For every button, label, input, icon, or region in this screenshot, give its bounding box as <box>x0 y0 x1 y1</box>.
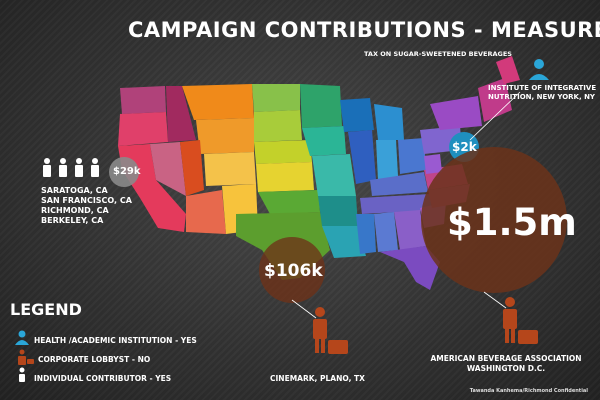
academic-person-icon <box>529 59 549 80</box>
legend-academic-icon <box>15 330 29 345</box>
state-nevada <box>150 142 186 196</box>
bubble-ny-label: $2k <box>452 140 477 154</box>
ca-city: SARATOGA, CA <box>41 186 108 195</box>
state-michigan <box>374 104 404 140</box>
ca-city: BERKELEY, CA <box>41 216 104 225</box>
legend-item-lobbyist: CORPORATE LOBBYST - NO <box>38 355 150 364</box>
state-south-dakota <box>254 110 302 142</box>
state-wyoming <box>196 118 254 154</box>
state-new-england <box>478 78 512 122</box>
legend-title: LEGEND <box>10 300 82 319</box>
state-florida <box>380 246 440 290</box>
state-colorado <box>204 152 256 186</box>
page-title: CAMPAIGN CONTRIBUTIONS - MEASURE N <box>128 18 600 42</box>
dc-org-line: AMERICAN BEVERAGE ASSOCIATION <box>430 354 582 363</box>
bubble-tx-label: $106k <box>264 261 323 281</box>
individual-contributors-icon <box>43 158 99 177</box>
state-kentucky <box>370 172 428 196</box>
dc-org-label: AMERICAN BEVERAGE ASSOCIATION WASHINGTON… <box>426 354 586 374</box>
state-georgia <box>394 210 426 250</box>
state-iowa <box>302 126 346 156</box>
legend-item-label: CORPORATE LOBBYST - NO <box>38 355 151 364</box>
state-idaho <box>166 86 196 142</box>
legend-individual-icon <box>19 367 25 382</box>
ca-cities-list: SARATOGA, CA SAN FRANCISCO, CA RICHMOND,… <box>41 186 132 226</box>
state-nebraska <box>254 140 312 164</box>
legend-item-individual: INDIVIDUAL CONTRIBUTOR - YES <box>34 374 171 383</box>
bubble-dc <box>421 147 567 293</box>
ny-org-label: INSTITUTE OF INTEGRATIVE NUTRITION, NEW … <box>488 84 596 102</box>
state-utah <box>180 140 204 196</box>
legend-lobbyist-icon <box>18 349 34 365</box>
state-washington <box>120 86 166 114</box>
state-new-york <box>430 96 482 130</box>
ca-city: SAN FRANCISCO, CA <box>41 196 132 205</box>
state-louisiana <box>322 226 366 258</box>
connector-ny <box>469 91 521 141</box>
state-missouri <box>312 154 356 196</box>
state-oregon <box>118 112 168 146</box>
connector-dc <box>483 291 507 309</box>
state-west-virginia <box>424 154 442 174</box>
ny-org-line: NUTRITION, NEW YORK, NY <box>488 93 596 101</box>
tx-org-label: CINEMARK, PLANO, TX <box>270 374 365 383</box>
state-montana <box>182 84 254 120</box>
bubble-dc-label: $1.5m <box>447 201 577 244</box>
state-oklahoma <box>258 190 320 214</box>
bubble-ca <box>109 157 139 187</box>
page-subtitle: TAX ON SUGAR-SWEETENED BEVERAGES <box>364 50 512 58</box>
state-wisconsin <box>340 98 374 132</box>
state-kansas <box>256 162 314 192</box>
bubble-tx <box>259 237 325 303</box>
state-illinois <box>348 130 376 184</box>
legend-item-academic: HEALTH /ACADEMIC INSTITUTION - YES <box>34 336 197 345</box>
state-tennessee <box>360 194 432 214</box>
lobbyist-icon <box>503 297 538 344</box>
credit-line: Tawanda Kanhema/Richmond Confidential <box>469 388 588 394</box>
map-states <box>118 56 520 290</box>
legend-item-label: INDIVIDUAL CONTRIBUTOR - YES <box>34 374 172 383</box>
connector-tx <box>291 299 317 319</box>
state-mississippi <box>356 214 376 254</box>
dc-org-line: WASHINGTON D.C. <box>466 364 546 373</box>
state-alabama <box>374 212 398 252</box>
ca-city: RICHMOND, CA <box>41 206 109 215</box>
legend-item-label: HEALTH /ACADEMIC INSTITUTION - YES <box>34 336 197 345</box>
state-maine <box>496 56 520 84</box>
state-arizona <box>186 190 226 234</box>
bubble-ca-label: $29k <box>113 166 141 177</box>
state-arkansas <box>318 196 358 226</box>
state-minnesota <box>300 84 342 128</box>
state-indiana <box>376 140 398 180</box>
lobbyist-icon <box>313 307 348 354</box>
state-north-dakota <box>252 84 300 112</box>
ny-org-line: INSTITUTE OF INTEGRATIVE <box>488 84 597 92</box>
state-ohio <box>398 138 426 174</box>
